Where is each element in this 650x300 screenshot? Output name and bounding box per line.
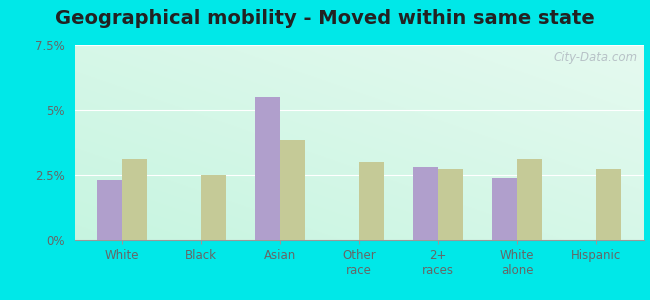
Bar xyxy=(280,140,305,240)
Bar xyxy=(517,159,542,240)
Bar xyxy=(492,178,517,240)
Bar xyxy=(201,175,226,240)
Bar xyxy=(413,167,438,240)
Bar xyxy=(596,169,621,240)
Bar xyxy=(122,159,148,240)
Bar xyxy=(97,180,122,240)
Bar xyxy=(255,97,280,240)
Bar xyxy=(359,162,384,240)
Text: City-Data.com: City-Data.com xyxy=(554,51,638,64)
Text: Geographical mobility - Moved within same state: Geographical mobility - Moved within sam… xyxy=(55,9,595,28)
Bar xyxy=(438,169,463,240)
